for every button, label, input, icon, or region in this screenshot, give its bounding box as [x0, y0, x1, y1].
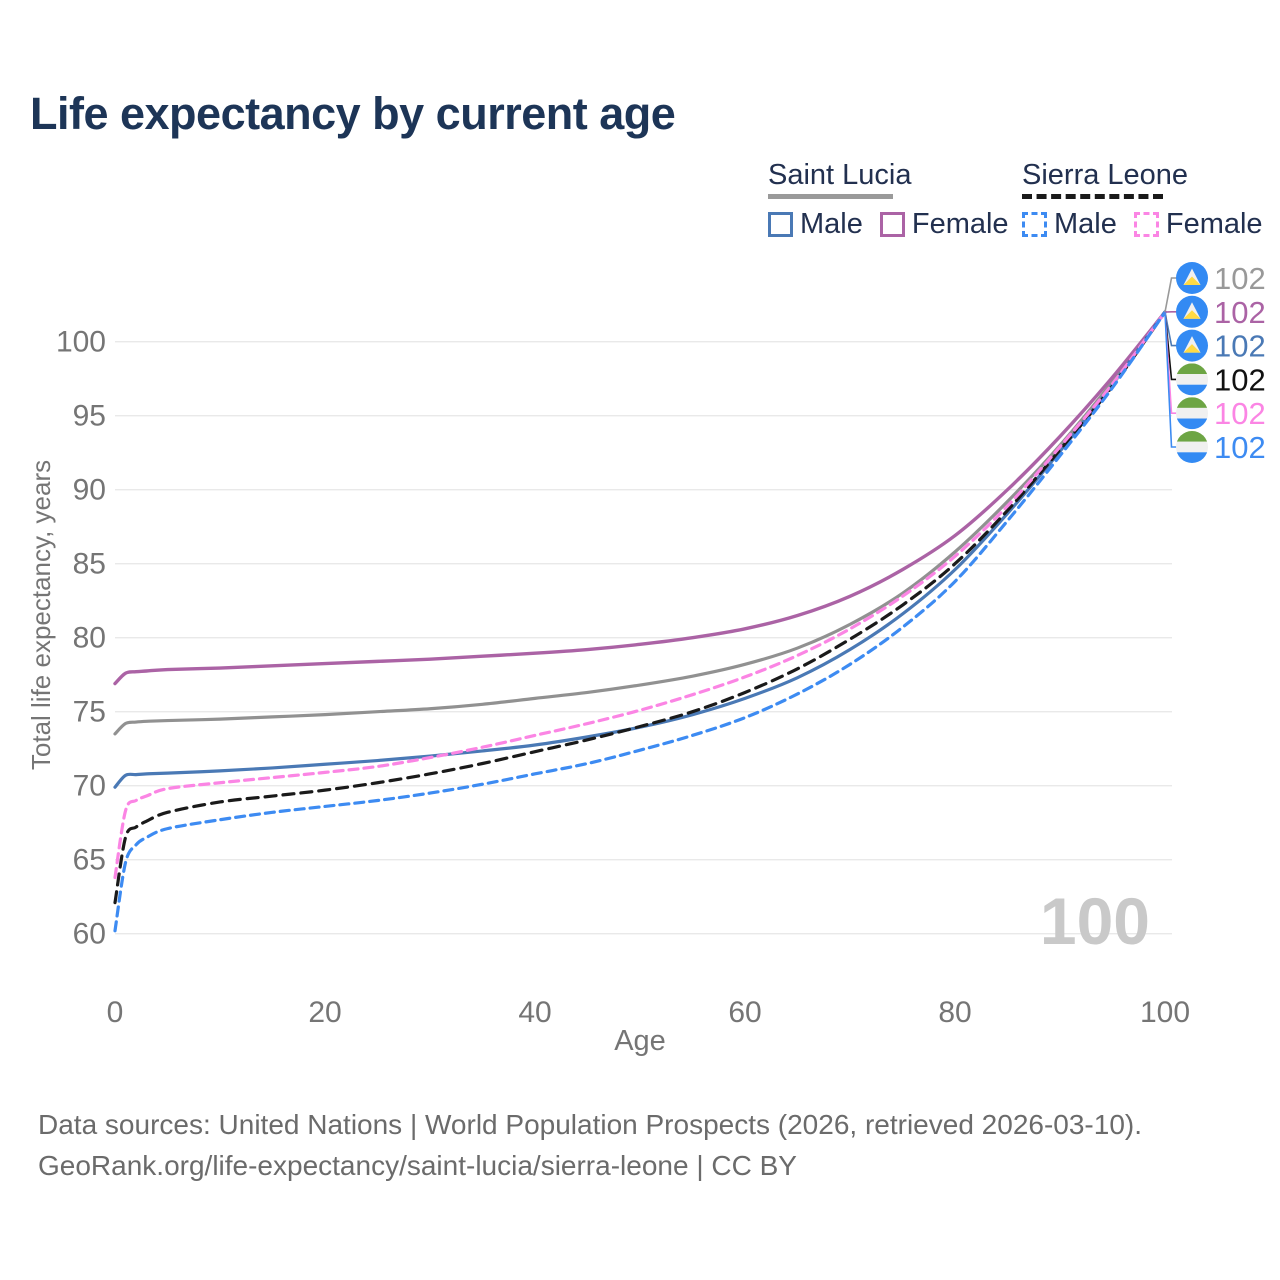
x-tick-label: 100: [1140, 996, 1190, 1029]
y-tick-label: 75: [73, 696, 106, 729]
legend-country-label: Sierra Leone: [1022, 159, 1189, 191]
series-line-sle-male[interactable]: [113, 310, 1167, 933]
x-tick-label: 60: [728, 996, 761, 1029]
y-tick-label: 85: [73, 548, 106, 581]
page-title: Life expectancy by current age: [30, 88, 676, 139]
saint-lucia-female-swatch-icon: [879, 212, 905, 237]
footer-line-2: GeoRank.org/life-expectancy/saint-lucia/…: [38, 1150, 797, 1181]
y-axis-title: Total life expectancy, years: [26, 460, 56, 770]
current-age-watermark: 100: [1040, 884, 1150, 958]
y-tick-label: 80: [73, 622, 106, 655]
end-value-sl-both: 102: [1214, 261, 1266, 296]
y-tick-label: 65: [73, 844, 106, 877]
legend: Saint Lucia Male Female Sierra Leone Mal…: [0, 160, 1280, 250]
end-value-sle-both: 102: [1214, 362, 1266, 397]
legend-item-sierra-leone-female[interactable]: Female: [1133, 208, 1263, 241]
y-tick-label: 60: [73, 918, 106, 951]
sierra-leone-dashed-line-sample: [1022, 194, 1163, 199]
series-line-sl-male[interactable]: [113, 310, 1167, 789]
saint-lucia-flag-icon: [1176, 329, 1208, 362]
saint-lucia-flag-icon: [1176, 262, 1208, 294]
end-value-sle-male: 102: [1214, 430, 1266, 465]
x-tick-label: 80: [938, 996, 971, 1029]
sierra-leone-male-swatch-icon: [1022, 212, 1047, 237]
series-line-sl-female[interactable]: [113, 310, 1167, 686]
sierra-leone-female-swatch-icon: [1133, 212, 1159, 237]
legend-item-sierra-leone-male[interactable]: Male: [1022, 208, 1117, 241]
legend-item-label: Male: [800, 208, 863, 240]
y-tick-label: 70: [73, 770, 106, 803]
sierra-leone-flag-icon: [1176, 363, 1208, 396]
saint-lucia-flag-icon: [1176, 295, 1208, 328]
end-value-sl-female: 102: [1214, 295, 1266, 330]
saint-lucia-solid-line-sample: [768, 194, 893, 199]
x-axis-title: Age: [614, 1025, 666, 1057]
series-line-sle-female[interactable]: [113, 310, 1167, 880]
legend-item-label: Female: [1165, 208, 1263, 240]
sierra-leone-flag-icon: [1176, 431, 1208, 463]
legend-row: Male Female: [1022, 208, 1263, 241]
end-value-sle-female: 102: [1214, 396, 1266, 431]
end-label-connector-sle-male: [1164, 312, 1177, 448]
legend-row: Male Female: [768, 208, 1009, 241]
y-tick-label: 100: [56, 326, 106, 359]
x-tick-label: 0: [107, 996, 124, 1029]
x-tick-label: 40: [518, 996, 551, 1029]
y-tick-label: 90: [73, 474, 106, 507]
legend-item-label: Female: [911, 208, 1009, 240]
series-line-sl-both[interactable]: [113, 310, 1167, 736]
y-tick-label: 95: [73, 400, 106, 433]
end-label-connector-sl-male: [1164, 311, 1177, 347]
series-line-sle-both[interactable]: [113, 310, 1167, 905]
data-sources-footer: Data sources: United Nations | World Pop…: [38, 1104, 1142, 1186]
legend-item-saint-lucia-male[interactable]: Male: [768, 208, 863, 241]
end-label-connector-sl-both: [1164, 277, 1177, 313]
footer-line-1: Data sources: United Nations | World Pop…: [38, 1109, 1143, 1140]
legend-item-saint-lucia-female[interactable]: Female: [879, 208, 1009, 241]
end-value-sl-male: 102: [1214, 329, 1266, 364]
x-tick-label: 20: [308, 996, 341, 1029]
legend-group-sierra-leone: Sierra Leone Male Female: [1022, 160, 1263, 241]
legend-item-label: Male: [1054, 208, 1117, 240]
legend-country-label: Saint Lucia: [768, 159, 912, 191]
saint-lucia-male-swatch-icon: [768, 212, 793, 237]
legend-group-saint-lucia: Saint Lucia Male Female: [768, 160, 1009, 241]
sierra-leone-flag-icon: [1176, 397, 1208, 430]
